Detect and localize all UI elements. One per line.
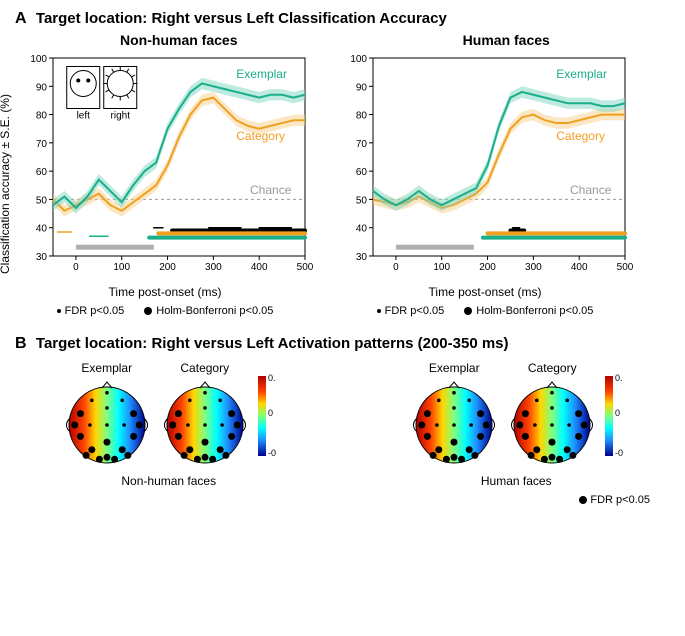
panel-b-topos: Exemplar Category 0.5 0 -0.5 Non-human fac…: [15, 361, 670, 488]
svg-text:200: 200: [159, 262, 176, 273]
colorbar-left: 0.5 0 -0.5: [258, 371, 276, 461]
svg-text:300: 300: [525, 262, 542, 273]
svg-text:90: 90: [356, 82, 368, 93]
panel-a-header: A Target location: Right versus Left Cla…: [15, 10, 670, 28]
svg-text:60: 60: [36, 167, 48, 178]
svg-text:400: 400: [571, 262, 588, 273]
dot-small-icon: [377, 309, 381, 313]
panel-a-charts: Classification accuracy ± S.E. (%) 30405…: [15, 50, 670, 317]
dot-small-icon: [57, 309, 61, 313]
svg-text:100: 100: [113, 262, 130, 273]
panel-a-label: A: [15, 10, 27, 27]
svg-text:right: right: [111, 110, 131, 121]
svg-text:80: 80: [356, 111, 368, 122]
svg-text:50: 50: [36, 195, 48, 206]
svg-text:40: 40: [356, 224, 368, 235]
svg-text:400: 400: [251, 262, 268, 273]
dot-large-icon: [579, 496, 587, 504]
svg-text:Chance: Chance: [250, 183, 292, 197]
dot-large-icon: [144, 307, 152, 315]
dot-large-icon: [464, 307, 472, 315]
panel-b: B Target location: Right versus Left Act…: [15, 335, 670, 506]
topo-nh-category: [160, 377, 250, 467]
svg-text:70: 70: [356, 139, 368, 150]
svg-text:-0.5: -0.5: [268, 448, 276, 458]
x-axis-label-right: Time post-onset (ms): [335, 285, 635, 299]
svg-text:500: 500: [297, 262, 314, 273]
svg-text:70: 70: [36, 139, 48, 150]
legend-holm: Holm-Bonferroni p<0.05: [156, 305, 273, 317]
legend-right: FDR p<0.05 Holm-Bonferroni p<0.05: [335, 305, 635, 317]
svg-text:-0.5: -0.5: [615, 448, 623, 458]
topo-group-left: Exemplar Category 0.5 0 -0.5 Non-human fac…: [62, 361, 276, 488]
svg-text:0.5: 0.5: [615, 373, 623, 383]
svg-text:200: 200: [479, 262, 496, 273]
svg-text:0.5: 0.5: [268, 373, 276, 383]
panel-a-subtitles: Non-human faces Human faces: [15, 32, 670, 48]
group-label-left: Non-human faces: [121, 474, 216, 488]
right-chart: 30 40 50 60 70 80 90 100 0 100 200 300 400 500 Exempla…: [335, 50, 635, 317]
left-chart: Classification accuracy ± S.E. (%) 30405…: [15, 50, 315, 317]
y-axis-label: Classification accuracy ± S.E. (%): [0, 94, 12, 274]
svg-text:left: left: [77, 110, 91, 121]
svg-text:500: 500: [617, 262, 634, 273]
panel-b-title: Target location: Right versus Left Activ…: [36, 335, 509, 352]
svg-text:60: 60: [356, 167, 368, 178]
legend-left: FDR p<0.05 Holm-Bonferroni p<0.05: [15, 305, 315, 317]
svg-text:Exemplar: Exemplar: [236, 67, 287, 81]
legend-fdr-r: FDR p<0.05: [385, 305, 445, 317]
svg-text:90: 90: [36, 82, 48, 93]
topo-h-category: [507, 377, 597, 467]
topo-label-exemplar: Exemplar: [62, 361, 152, 375]
topo-group-right: Exemplar Category 0.5 0 -0.5 Human faces: [409, 361, 623, 488]
svg-text:80: 80: [36, 111, 48, 122]
topo-label-category-r: Category: [507, 361, 597, 375]
left-chart-svg: 30 40 50 60 70 80 90 100 0 100 200 300 400 500 Exempla…: [15, 50, 315, 280]
svg-text:100: 100: [433, 262, 450, 273]
panel-a-title: Target location: Right versus Left Class…: [36, 10, 447, 27]
topo-h-exemplar: [409, 377, 499, 467]
topo-label-category: Category: [160, 361, 250, 375]
svg-text:Exemplar: Exemplar: [556, 67, 607, 81]
svg-text:30: 30: [356, 252, 368, 263]
x-axis-label-left: Time post-onset (ms): [15, 285, 315, 299]
legend-fdr: FDR p<0.05: [65, 305, 125, 317]
right-chart-svg: 30 40 50 60 70 80 90 100 0 100 200 300 400 500 Exempla…: [335, 50, 635, 280]
svg-text:0: 0: [615, 408, 620, 418]
panel-b-label: B: [15, 335, 27, 352]
fdr-note: FDR p<0.05: [15, 494, 670, 506]
right-chart-title: Human faces: [343, 32, 671, 48]
topo-label-exemplar-r: Exemplar: [409, 361, 499, 375]
panel-b-header: B Target location: Right versus Left Act…: [15, 335, 670, 353]
svg-text:0: 0: [268, 408, 273, 418]
legend-holm-r: Holm-Bonferroni p<0.05: [476, 305, 593, 317]
svg-text:50: 50: [356, 195, 368, 206]
svg-text:Category: Category: [236, 129, 285, 143]
svg-text:100: 100: [350, 54, 367, 65]
svg-text:0: 0: [73, 262, 79, 273]
svg-text:Category: Category: [556, 129, 605, 143]
svg-text:30: 30: [36, 252, 48, 263]
topo-nh-exemplar: [62, 377, 152, 467]
colorbar-right: 0.5 0 -0.5: [605, 371, 623, 461]
group-label-right: Human faces: [481, 474, 552, 488]
svg-text:100: 100: [30, 54, 47, 65]
svg-text:300: 300: [205, 262, 222, 273]
left-chart-title: Non-human faces: [15, 32, 343, 48]
svg-text:Chance: Chance: [570, 183, 612, 197]
svg-text:0: 0: [393, 262, 399, 273]
svg-text:40: 40: [36, 224, 48, 235]
panel-a: A Target location: Right versus Left Cla…: [15, 10, 670, 317]
